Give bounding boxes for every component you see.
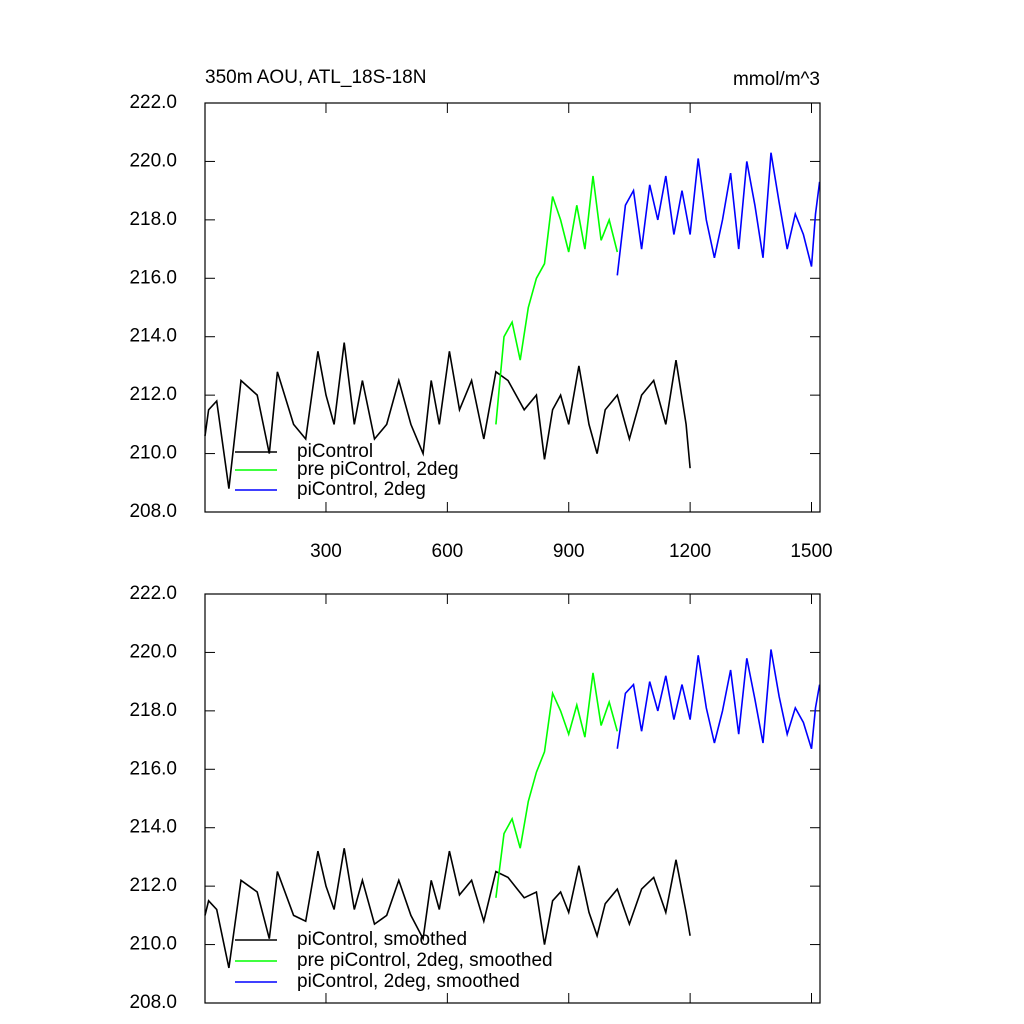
y-tick-label: 212.0 <box>129 875 177 896</box>
chart-title: 350m AOU, ATL_18S-18N <box>205 67 426 88</box>
series-line <box>495 175 619 425</box>
plot-frame <box>204 102 821 513</box>
y-tick-label: 212.0 <box>129 384 177 405</box>
legend-label: piControl, 2deg, smoothed <box>297 971 520 992</box>
x-tick-label: 1200 <box>669 541 711 562</box>
series-line <box>616 152 821 276</box>
legend-label: piControl, 2deg <box>297 479 426 500</box>
y-tick-label: 208.0 <box>129 992 177 1013</box>
legend-label: pre piControl, 2deg <box>297 459 459 480</box>
y-tick-label: 214.0 <box>129 817 177 838</box>
series-line <box>204 848 691 969</box>
y-tick-label: 214.0 <box>129 326 177 347</box>
y-tick-label: 222.0 <box>129 92 177 113</box>
y-tick-label: 216.0 <box>129 758 177 779</box>
x-tick-label: 1500 <box>790 541 832 562</box>
x-tick-label: 900 <box>553 541 585 562</box>
y-tick-label: 220.0 <box>129 641 177 662</box>
series-line <box>616 649 821 750</box>
y-tick-label: 222.0 <box>129 583 177 604</box>
y-tick-label: 210.0 <box>129 934 177 955</box>
x-tick-label: 600 <box>432 541 464 562</box>
series-line <box>495 672 619 898</box>
y-tick-label: 218.0 <box>129 209 177 230</box>
legend-label: piControl, smoothed <box>297 929 467 950</box>
y-tick-label: 218.0 <box>129 700 177 721</box>
y-tick-label: 210.0 <box>129 443 177 464</box>
y-tick-label: 208.0 <box>129 501 177 522</box>
plot-frame <box>204 593 821 1004</box>
legend-label: pre piControl, 2deg, smoothed <box>297 950 553 971</box>
y-tick-label: 220.0 <box>129 150 177 171</box>
series-line <box>204 342 691 489</box>
y-tick-label: 216.0 <box>129 267 177 288</box>
legend-label: piControl <box>297 441 373 462</box>
x-tick-label: 300 <box>310 541 342 562</box>
units-label: mmol/m^3 <box>733 69 820 90</box>
